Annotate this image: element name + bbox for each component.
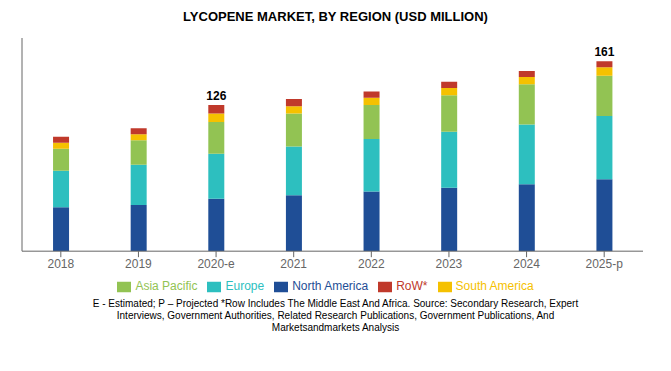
html-text:LYCOPENE MARKET, BY REGION (US: LYCOPENE MARKET, BY REGION (USD MILLION) <box>183 9 488 24</box>
svg-text:2019: 2019 <box>125 257 152 271</box>
html-text:Europe: Europe <box>225 279 265 294</box>
svg-text:2022: 2022 <box>358 257 385 271</box>
svg-text:2018: 2018 <box>47 257 74 271</box>
html-text:E - Estimated; P – Projected *: E - Estimated; P – Projected *Row Includ… <box>92 298 579 309</box>
html-text:North America: North America <box>292 279 369 294</box>
html-text:RoW*: RoW* <box>396 279 428 294</box>
svg-text:2020-e: 2020-e <box>197 257 235 271</box>
svg-text:2024: 2024 <box>513 257 540 271</box>
html-text:Interviews, Government Authori: Interviews, Government Authorities, Rela… <box>116 310 555 321</box>
html-text:South America: South America <box>455 279 534 294</box>
html-text:Asia Pacific: Asia Pacific <box>135 279 198 294</box>
svg-text:126: 126 <box>206 89 226 103</box>
svg-text:2021: 2021 <box>280 257 307 271</box>
html-text:Marketsandmarkets Analysis: Marketsandmarkets Analysis <box>271 322 400 333</box>
svg-text:2025-p: 2025-p <box>586 257 624 271</box>
svg-text:161: 161 <box>594 45 614 59</box>
svg-text:2023: 2023 <box>436 257 463 271</box>
